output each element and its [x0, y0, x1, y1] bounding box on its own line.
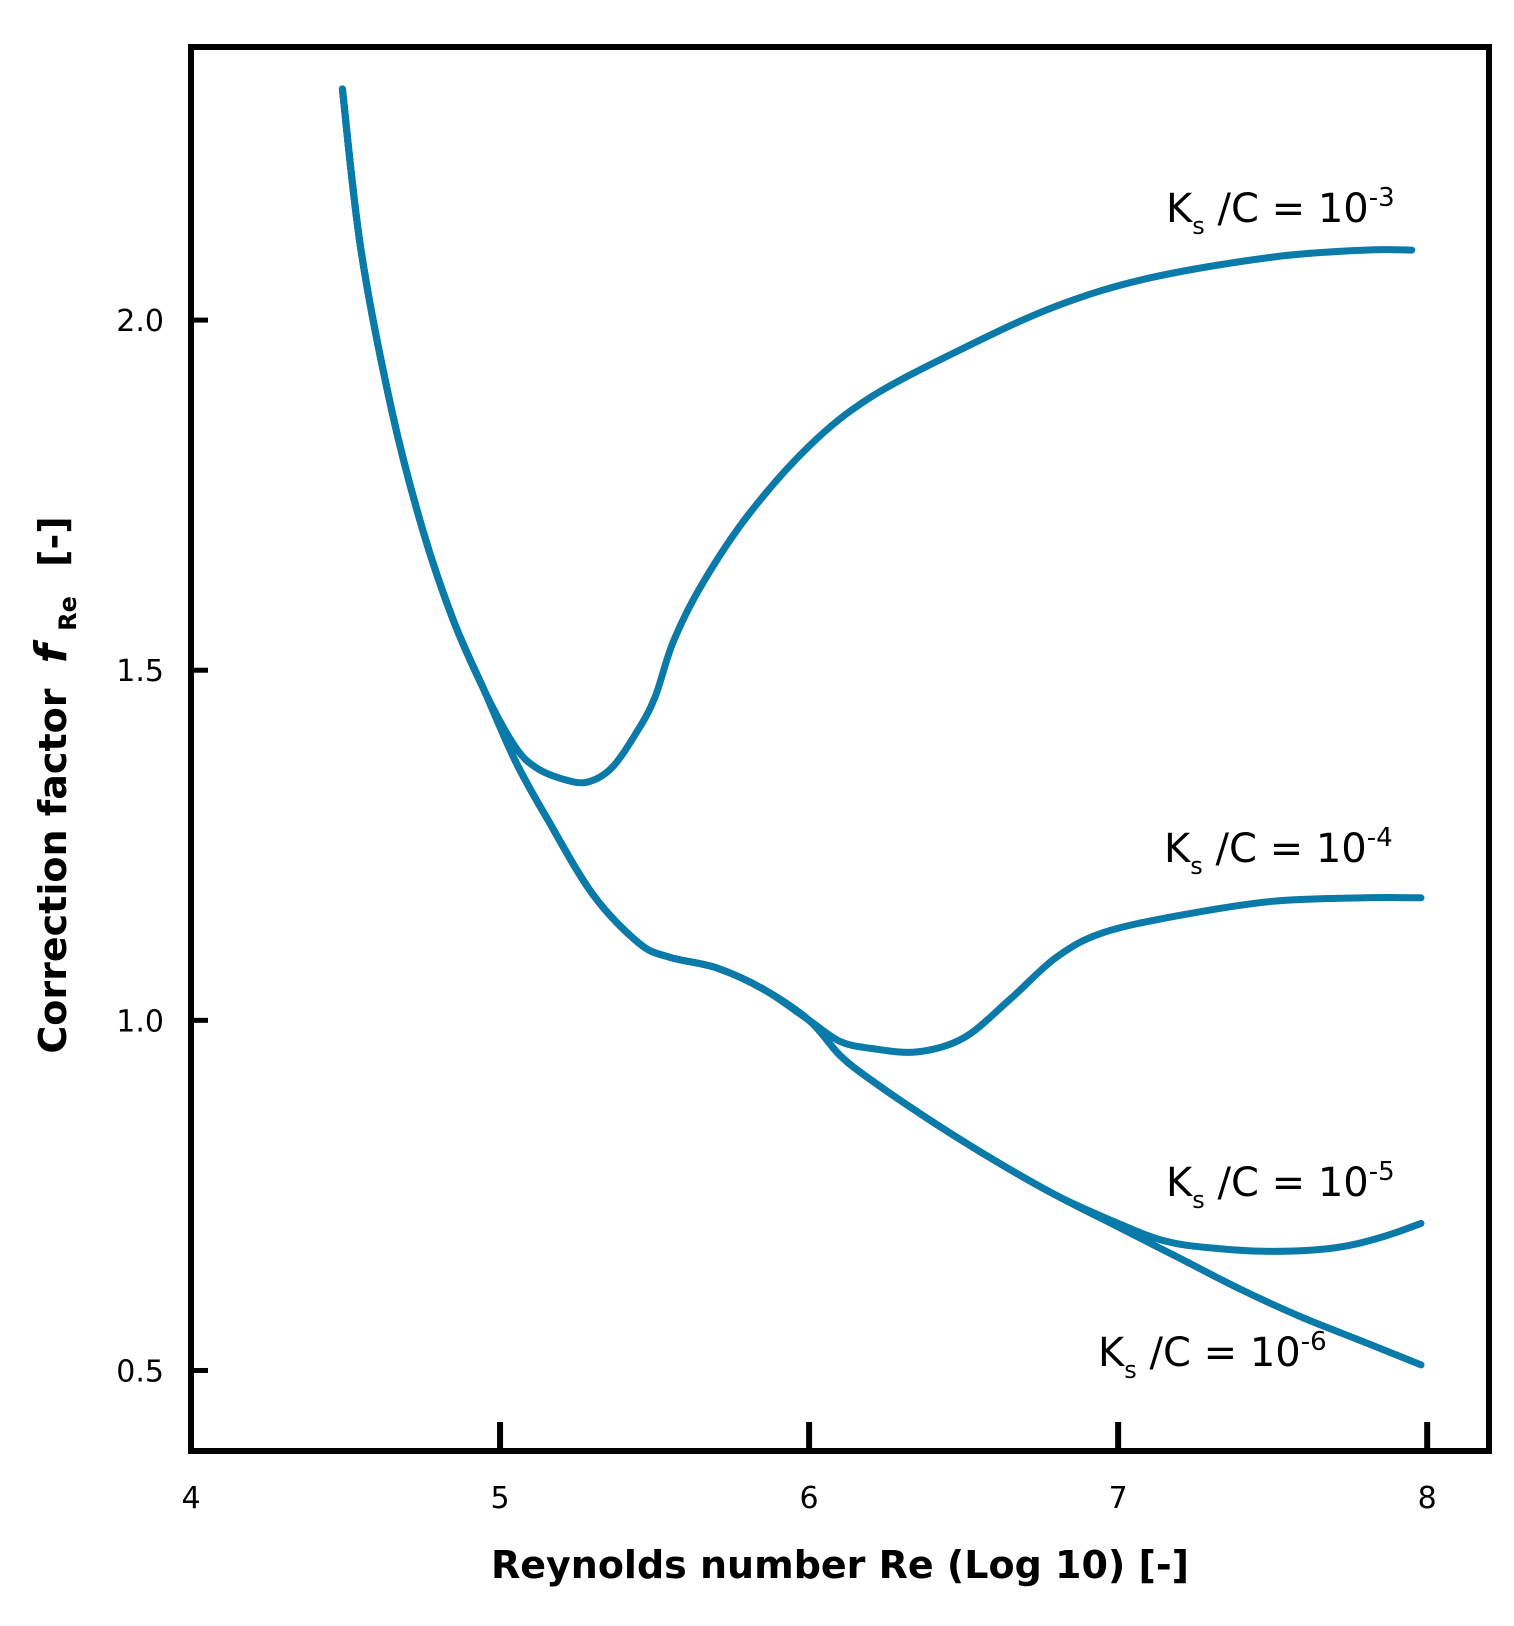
y-tick-label-2.0: 2.0: [116, 304, 164, 339]
plot-frame: [188, 44, 1492, 1454]
x-tick-label-4: 4: [181, 1481, 200, 1516]
curve-label-middle: /C = 10: [1205, 186, 1369, 232]
curve-label-subscript: s: [1192, 212, 1205, 240]
x-tick-label-5: 5: [491, 1481, 510, 1516]
y-axis-title-symbol: f: [26, 639, 77, 663]
y-axis-title-subscript: Re: [54, 596, 82, 631]
x-tick-label-8: 8: [1418, 1481, 1437, 1516]
x-axis-title: Reynolds number Re (Log 10) [-]: [491, 1543, 1189, 1587]
curve-label-4: Ks /C = 10-6: [1098, 1327, 1327, 1384]
y-axis-title: Correction factor f Re [-]: [26, 516, 85, 1053]
curve-label-exponent: -6: [1301, 1327, 1327, 1357]
curve-label-base: K: [1166, 186, 1194, 232]
curve-label-base: K: [1166, 1160, 1194, 1206]
y-axis-title-prefix: Correction factor: [31, 688, 75, 1053]
curve-label-exponent: -5: [1369, 1157, 1395, 1187]
curve-label-3: Ks /C = 10-5: [1166, 1157, 1395, 1214]
series-line-3: [338, 85, 1425, 1255]
curve-label-exponent: -3: [1369, 183, 1395, 213]
curve-label-exponent: -4: [1367, 823, 1393, 853]
y-tick-label-1.5: 1.5: [116, 654, 164, 689]
curve-label-middle: /C = 10: [1203, 826, 1367, 872]
x-axis-ticks: 4 5 6 7 8: [181, 1422, 1437, 1516]
y-axis-ticks: 0.5 1.0 1.5 2.0: [116, 304, 208, 1389]
curve-label-base: K: [1164, 826, 1192, 872]
curve-label-subscript: s: [1192, 1186, 1205, 1214]
curve-label-subscript: s: [1124, 1356, 1137, 1384]
curve-label-subscript: s: [1190, 852, 1203, 880]
series-line-4: [338, 85, 1425, 1369]
x-tick-label-7: 7: [1109, 1481, 1128, 1516]
y-axis-title-unit: [-]: [31, 516, 75, 567]
curve-labels: Ks /C = 10-3Ks /C = 10-4Ks /C = 10-5Ks /…: [1098, 183, 1395, 1384]
curve-label-2: Ks /C = 10-4: [1164, 823, 1393, 880]
curve-label-middle: /C = 10: [1137, 1330, 1301, 1376]
series-group: [338, 85, 1425, 1369]
curve-label-1: Ks /C = 10-3: [1166, 183, 1395, 240]
curve-label-middle: /C = 10: [1205, 1160, 1369, 1206]
x-tick-label-6: 6: [800, 1481, 819, 1516]
y-tick-label-0.5: 0.5: [116, 1354, 164, 1389]
curve-label-base: K: [1098, 1330, 1126, 1376]
series-line-2: [338, 85, 1425, 1056]
y-tick-label-1.0: 1.0: [116, 1004, 164, 1039]
